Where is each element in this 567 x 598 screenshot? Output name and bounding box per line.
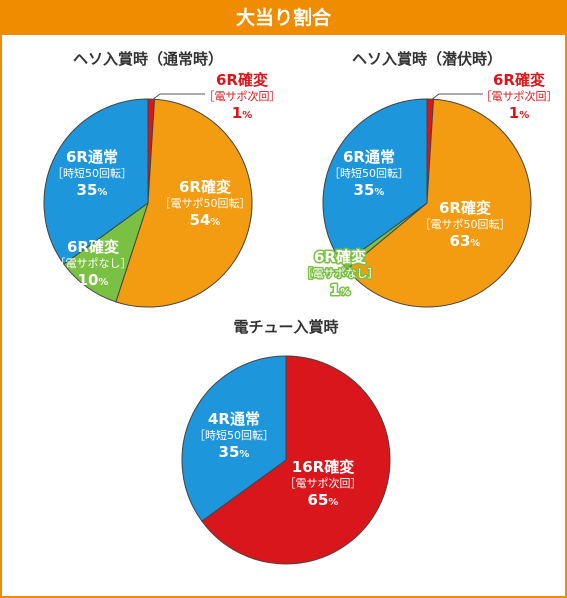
slice-sublabel: ［電サポなし］ [302, 267, 379, 280]
slice-percent: 35% [77, 181, 108, 199]
slice-percent: 35% [219, 443, 250, 461]
pie-slice [115, 98, 253, 308]
header-title: 大当り割合 [235, 7, 331, 29]
leader-line [430, 93, 483, 101]
slice-percent: 10% [78, 271, 109, 289]
slice-label: 6R確変 [216, 71, 268, 89]
slice-label: 16R確変 [292, 458, 354, 476]
slice-sublabel: ［電サポ50回転］ [160, 197, 251, 210]
slice-sublabel: ［時短50回転］ [52, 166, 132, 180]
slice-label: 6R確変 [314, 248, 366, 266]
slice-label: 6R確変 [493, 71, 545, 89]
pie-slice [181, 355, 287, 522]
slice-percent: 65% [308, 491, 339, 509]
slice-label: 6R確変 [67, 238, 119, 256]
slice-sublabel: ［時短50回転］ [194, 428, 274, 442]
pie-slice [43, 98, 149, 265]
slice-percent: 1% [509, 104, 529, 122]
slice-label: 4R通常 [208, 410, 260, 428]
slice-sublabel: ［電サポ次回］ [204, 89, 281, 103]
slice-percent: 63% [450, 232, 481, 250]
slice-percent: 35% [354, 181, 385, 199]
pie-chart-1: ヘソ入賞時（通常時）6R確変［電サポ次回］1%6R確変［電サポ50回転］54%6… [43, 50, 282, 308]
slice-sublabel: ［電サポ次回］ [481, 89, 558, 103]
pie-slice [322, 98, 428, 265]
slice-label: 6R通常 [66, 148, 118, 166]
slice-percent: 1% [330, 281, 350, 299]
slice-label: 6R確変 [439, 199, 491, 217]
slice-percent: 54% [190, 211, 221, 229]
header-bar: 大当り割合 [2, 2, 565, 35]
pie-title: ヘソ入賞時（通常時） [73, 50, 223, 68]
pie-slice [201, 355, 391, 565]
slice-sublabel: ［電サポ50回転］ [420, 218, 511, 231]
slice-label: 6R通常 [343, 148, 395, 166]
slice-percent: 1% [232, 104, 252, 122]
pie-chart-3: 電チュー入賞時 16R確変［電サポ次回］65% 4R通常［時短50回転］35% [181, 318, 391, 565]
pie-slice [346, 98, 532, 308]
pie-title: 電チュー入賞時 [233, 318, 338, 336]
slice-label: 6R確変 [179, 178, 231, 196]
pie-title: ヘソ入賞時（潜伏時） [352, 50, 502, 68]
slice-sublabel: ［電サポなし］ [55, 257, 132, 270]
slice-sublabel: ［時短50回転］ [329, 166, 409, 180]
slice-sublabel: ［電サポ次回］ [285, 476, 362, 490]
pie-chart-2: ヘソ入賞時（潜伏時）6R確変［電サポ次回］1%6R確変［電サポ50回転］63%6… [300, 50, 559, 308]
leader-line [151, 93, 205, 101]
